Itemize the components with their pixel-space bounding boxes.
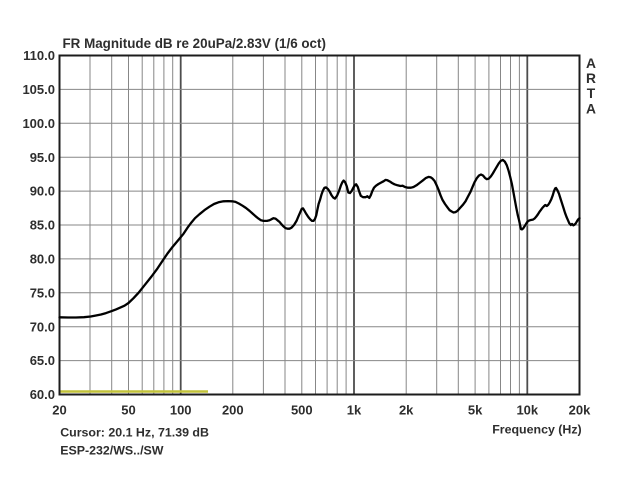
svg-text:100: 100 bbox=[170, 403, 192, 418]
svg-text:200: 200 bbox=[222, 403, 244, 418]
svg-text:2k: 2k bbox=[399, 403, 414, 418]
svg-text:A: A bbox=[586, 101, 596, 116]
svg-text:105.0: 105.0 bbox=[22, 82, 55, 97]
svg-text:85.0: 85.0 bbox=[30, 218, 55, 233]
svg-text:500: 500 bbox=[291, 403, 313, 418]
svg-text:1k: 1k bbox=[347, 403, 362, 418]
svg-text:5k: 5k bbox=[468, 403, 483, 418]
svg-text:10k: 10k bbox=[516, 403, 538, 418]
svg-text:Frequency (Hz): Frequency (Hz) bbox=[492, 423, 582, 437]
svg-text:20k: 20k bbox=[569, 403, 591, 418]
svg-text:75.0: 75.0 bbox=[30, 285, 55, 300]
svg-text:80.0: 80.0 bbox=[30, 252, 55, 267]
svg-text:100.0: 100.0 bbox=[22, 116, 55, 131]
svg-text:60.0: 60.0 bbox=[30, 387, 55, 402]
svg-text:65.0: 65.0 bbox=[30, 353, 55, 368]
svg-text:90.0: 90.0 bbox=[30, 184, 55, 199]
svg-text:A: A bbox=[586, 56, 596, 71]
svg-text:FR Magnitude dB re 20uPa/2.83V: FR Magnitude dB re 20uPa/2.83V (1/6 oct) bbox=[63, 36, 326, 51]
svg-text:ESP-232/WS../SW: ESP-232/WS../SW bbox=[60, 444, 164, 458]
svg-text:70.0: 70.0 bbox=[30, 319, 55, 334]
svg-text:20: 20 bbox=[52, 403, 66, 418]
svg-text:95.0: 95.0 bbox=[30, 150, 55, 165]
svg-text:110.0: 110.0 bbox=[23, 48, 55, 63]
svg-text:R: R bbox=[586, 71, 596, 86]
svg-text:50: 50 bbox=[121, 403, 135, 418]
svg-text:T: T bbox=[587, 86, 596, 101]
svg-text:Cursor: 20.1 Hz, 71.39 dB: Cursor: 20.1 Hz, 71.39 dB bbox=[60, 426, 209, 440]
